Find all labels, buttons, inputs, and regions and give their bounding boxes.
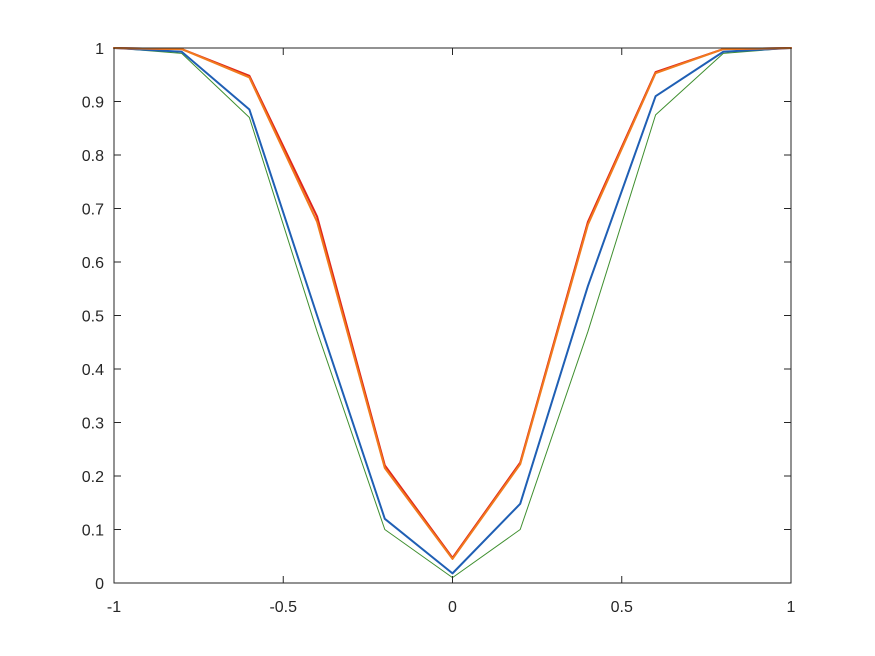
y-tick-label: 0.8 <box>82 148 104 165</box>
y-tick-label: 0.3 <box>82 416 104 433</box>
series-line-4 <box>113 47 792 560</box>
x-tick-label: 0.5 <box>611 599 633 616</box>
x-tick-label: -1 <box>107 599 121 616</box>
y-tick-label: 0.7 <box>82 202 104 219</box>
series-line-1 <box>113 47 792 579</box>
y-tick-label: 1 <box>95 41 104 58</box>
x-tick-label: 1 <box>787 599 796 616</box>
plot-series <box>113 47 792 579</box>
series-line-3 <box>113 47 792 559</box>
series-line-2 <box>113 47 792 575</box>
y-tick-label: 0.6 <box>82 255 104 272</box>
y-tick-label: 0.5 <box>82 309 104 326</box>
y-tick-label: 0 <box>95 576 104 593</box>
y-tick-label: 0.1 <box>82 523 104 540</box>
plot-area-box <box>113 47 792 584</box>
y-axis: 0 0.1 0.2 0.3 0.4 0.5 0.6 0.7 0.8 0.9 1 <box>82 41 791 593</box>
y-tick-label: 0.9 <box>82 95 104 112</box>
y-tick-label: 0.4 <box>82 362 104 379</box>
x-tick-label: 0 <box>448 599 457 616</box>
x-axis: -1 -0.5 0 0.5 1 <box>107 48 796 616</box>
y-tick-label: 0.2 <box>82 469 104 486</box>
x-tick-label: -0.5 <box>269 599 297 616</box>
